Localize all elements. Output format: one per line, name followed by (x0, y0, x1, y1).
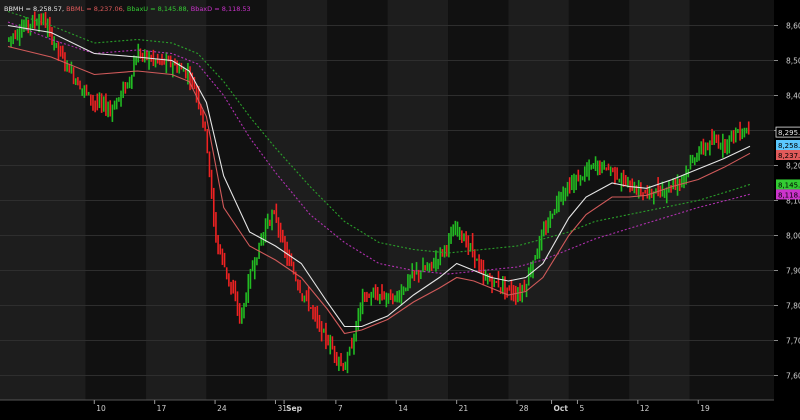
value-tag-1 (776, 150, 800, 161)
y-tick-label: 7,700 (786, 337, 800, 346)
candles (8, 11, 750, 374)
x-tick-label: 12 (640, 404, 650, 413)
bbml-line (7, 45, 751, 335)
x-tick-label: 19 (700, 404, 710, 413)
y-tick-label: 8,000 (786, 232, 800, 241)
value-tag-2 (776, 179, 800, 190)
x-tick-label: Sep (286, 404, 302, 413)
x-tick-label: 28 (519, 404, 529, 413)
y-axis-panel (774, 0, 800, 416)
x-tick-label: 14 (398, 404, 408, 413)
y-tick-label: 7,600 (786, 372, 800, 381)
value-tag-2-label: 8,145.88 (778, 181, 800, 189)
x-tick-label: 24 (217, 404, 227, 413)
bbaxd-line (7, 21, 751, 275)
y-tick-label: 8,500 (786, 57, 800, 66)
x-tick-label: 7 (338, 404, 343, 413)
x-tick-label: 5 (579, 404, 584, 413)
y-tick-label: 8,100 (786, 197, 800, 206)
x-tick-label: 21 (459, 404, 469, 413)
y-tick-label: 7,900 (786, 267, 800, 276)
last-price-tag (775, 126, 800, 138)
value-tag-0 (776, 140, 800, 151)
x-tick-label: 17 (157, 404, 167, 413)
value-tag-0-label: 8,258.57 (778, 142, 800, 150)
y-tick-label: 8,600 (786, 22, 800, 31)
x-tick-label: Oct (554, 404, 569, 413)
bbaxu-line (7, 10, 751, 254)
legend-item-bbmh: BBMH = 8,258.57, (4, 5, 64, 13)
value-tag-3-label: 8,118.53 (778, 191, 800, 199)
x-tick-label: 10 (96, 404, 106, 413)
value-tags: 8,295.45 8,258.57 8,237.06 8,145.88 8,118.53 (775, 126, 800, 200)
y-tick-label: 8,200 (786, 162, 800, 171)
x-axis: 10 17 24 31 Sep 7 14 21 28 Oct 5 12 19 (0, 399, 800, 416)
legend-item-bbml: BBML = 8,237.06, (64, 5, 125, 13)
y-tick-label: 8,400 (786, 92, 800, 101)
bbmh-line (7, 24, 751, 328)
legend-item-bbaxu: BbaxU = 8,145.88, (125, 5, 189, 13)
x-axis-panel (0, 400, 800, 416)
indicator-lines (7, 10, 751, 335)
x-tick-label: 31 (277, 404, 287, 413)
legend-text: BBMH = 8,258.57, BBML = 8,237.06, BbaxU … (4, 5, 251, 13)
legend-item-bbaxd: BbaxD = 8,118.53 (189, 5, 251, 13)
y-tick-label: 7,800 (786, 302, 800, 311)
last-price-tag-label: 8,295.45 (778, 129, 800, 137)
legend: BBMH = 8,258.57, BBML = 8,237.06, BbaxU … (4, 5, 251, 13)
value-tag-3 (776, 189, 800, 200)
y-axis: 8,6008,5008,4008,3008,2008,1008,0007,900… (774, 0, 800, 416)
value-tag-1-label: 8,237.06 (778, 152, 800, 160)
